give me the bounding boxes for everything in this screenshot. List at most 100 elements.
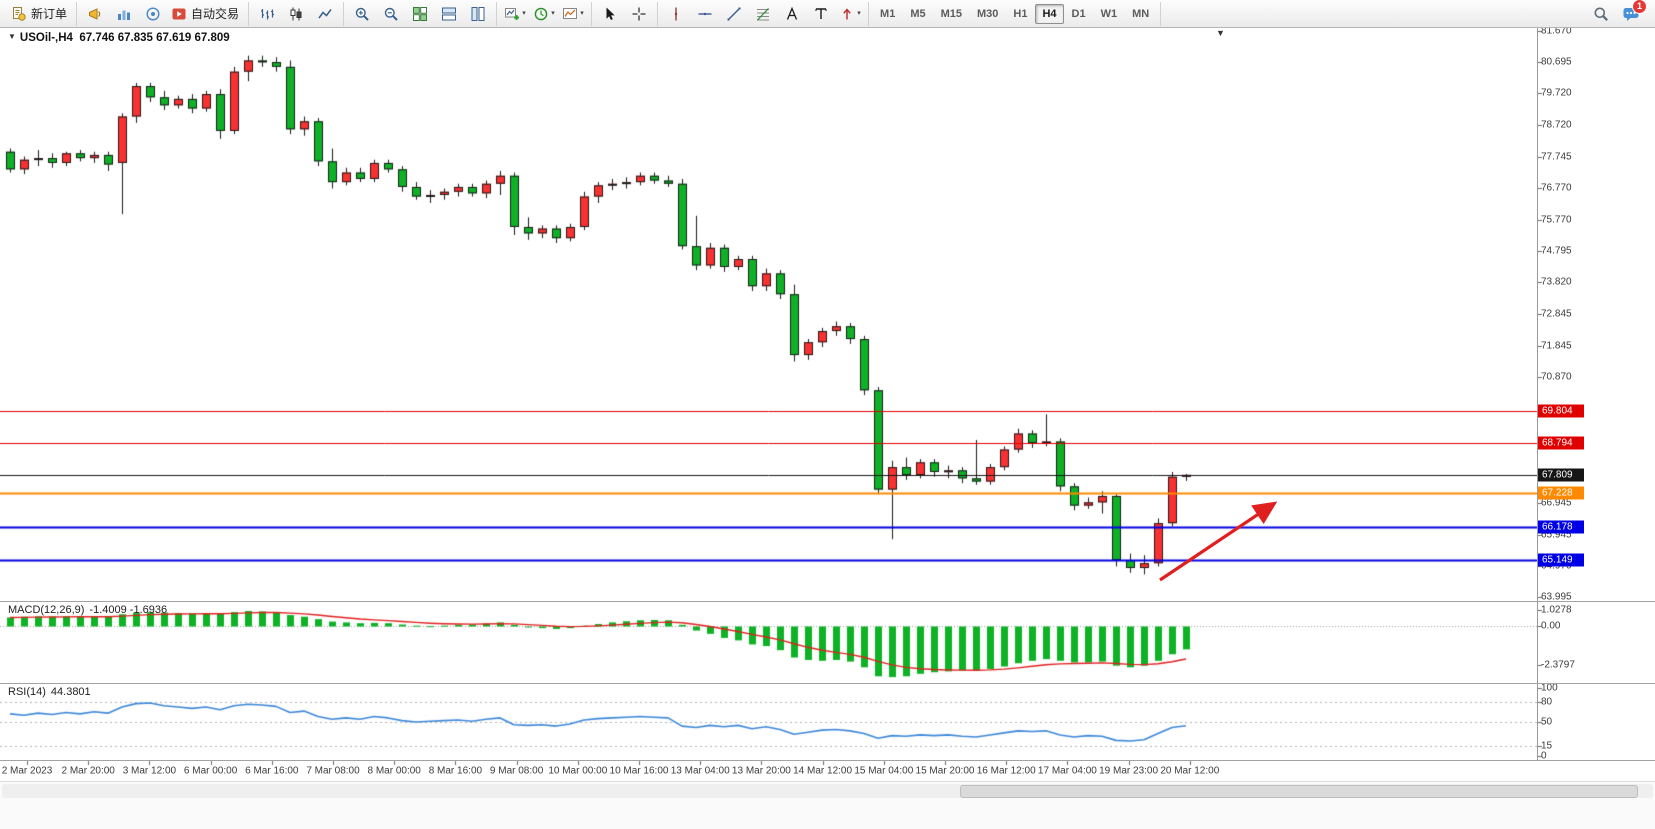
horizontal-scrollbar[interactable] <box>2 784 1653 798</box>
timeframe-w1[interactable]: W1 <box>1100 7 1118 20</box>
new-order-button-label: 新订单 <box>31 7 68 21</box>
fibonacci-button[interactable] <box>749 2 777 26</box>
tile-vertical-icon <box>470 6 486 22</box>
chart-ohlc-values: 67.746 67.835 67.619 67.809 <box>79 32 230 44</box>
text-button[interactable] <box>778 2 806 26</box>
time-axis-label: 2 Mar 2023 <box>1 765 53 777</box>
candlestick-chart-button[interactable] <box>282 2 310 26</box>
signals-icon <box>145 6 161 22</box>
tile-windows-button[interactable] <box>406 2 434 26</box>
macd-panel-separator[interactable] <box>0 601 1655 602</box>
timeframe-mn[interactable]: MN <box>1132 7 1150 20</box>
price-axis-label: 66.945 <box>1541 497 1572 509</box>
price-tag: 67.228 <box>1538 486 1584 500</box>
crosshair-button[interactable] <box>625 2 653 26</box>
toolbar-group: ▾ <box>658 1 870 26</box>
line-chart-button[interactable] <box>311 2 339 26</box>
price-axis-label: 80.695 <box>1541 56 1572 68</box>
time-axis-label: 6 Mar 00:00 <box>183 765 238 777</box>
text-icon <box>784 6 800 22</box>
macd-name: MACD(12,26,9) <box>8 604 85 616</box>
price-axis-label: 79.720 <box>1541 87 1572 99</box>
zoom-in-icon <box>354 6 370 22</box>
tile-windows-icon <box>412 6 428 22</box>
alerts-button[interactable] <box>81 2 109 26</box>
new-order-icon <box>11 6 27 22</box>
signals-button[interactable] <box>139 2 167 26</box>
rsi-scale-label: 50 <box>1541 716 1553 728</box>
time-axis-label: 20 Mar 12:00 <box>1160 765 1220 777</box>
timeframe-h1[interactable]: H1 <box>1013 7 1028 20</box>
notifications-button[interactable]: 1 <box>1619 0 1647 26</box>
timeframe-m15[interactable]: M15 <box>940 7 962 20</box>
time-axis-label: 8 Mar 00:00 <box>367 765 421 777</box>
chart-template-button[interactable]: ▾ <box>559 2 587 26</box>
text-label-button[interactable] <box>807 2 835 26</box>
timeframe-m30[interactable]: M30 <box>977 7 999 20</box>
price-axis-label: 78.720 <box>1541 119 1572 131</box>
time-axis-label: 17 Mar 04:00 <box>1037 765 1097 777</box>
zoom-out-button[interactable] <box>377 2 405 26</box>
clock-icon <box>533 6 549 22</box>
market-watch-button[interactable] <box>110 2 138 26</box>
time-axis-label: 9 Mar 08:00 <box>489 765 544 777</box>
new-chart-button[interactable]: ▾ <box>501 2 529 26</box>
tile-horizontal-button[interactable] <box>435 2 463 26</box>
time-axis-label: 8 Mar 16:00 <box>428 765 483 777</box>
price-axis-label: 63.995 <box>1541 591 1572 603</box>
template-icon <box>562 6 578 22</box>
rsi-label: RSI(14) 44.3801 <box>8 686 91 698</box>
zoom-in-button[interactable] <box>348 2 376 26</box>
rsi-name: RSI(14) <box>8 686 46 698</box>
vertical-line-button[interactable] <box>662 2 690 26</box>
price-tag: 66.178 <box>1538 520 1584 534</box>
status-bar <box>0 781 1655 829</box>
price-axis-label: 73.820 <box>1541 276 1572 288</box>
search-button[interactable] <box>1589 2 1613 26</box>
new-order-button[interactable]: 新订单 <box>8 2 72 26</box>
rsi-panel-separator[interactable] <box>0 683 1655 684</box>
price-tag: 68.794 <box>1538 436 1584 450</box>
time-axis-label: 13 Mar 20:00 <box>731 765 791 777</box>
toolbar-group: ▾ ▾ ▾ <box>497 1 593 26</box>
hline-icon <box>697 6 713 22</box>
time-axis-label: 14 Mar 12:00 <box>793 765 853 777</box>
candle-chart-icon <box>288 6 304 22</box>
price-axis-label: 72.845 <box>1541 308 1572 320</box>
trendline-button[interactable] <box>720 2 748 26</box>
trendline-icon <box>726 6 742 22</box>
time-axis-label: 19 Mar 23:00 <box>1099 765 1159 777</box>
macd-scale-label: -2.3797 <box>1541 659 1575 671</box>
toolbar-group <box>344 1 498 26</box>
toolbar-group: 新订单 <box>4 1 78 26</box>
symbol-dropdown-icon[interactable]: ▼ <box>8 32 16 41</box>
timeframe-m1[interactable]: M1 <box>880 7 896 20</box>
time-axis-label: 15 Mar 04:00 <box>854 765 914 777</box>
tile-horizontal-icon <box>441 6 457 22</box>
tile-vertical-button[interactable] <box>464 2 492 26</box>
time-axis-label: 16 Mar 12:00 <box>976 765 1036 777</box>
auto-trading-button[interactable]: 自动交易 <box>168 2 244 26</box>
timeframe-d1[interactable]: D1 <box>1071 7 1086 20</box>
market-watch-icon <box>116 6 132 22</box>
bar-chart-button[interactable] <box>253 2 281 26</box>
cursor-button[interactable] <box>596 2 624 26</box>
horizontal-line-button[interactable] <box>691 2 719 26</box>
rsi-scale-label: 100 <box>1541 682 1558 694</box>
scrollbar-thumb[interactable] <box>959 785 1639 798</box>
toolbar-group: 自动交易 <box>77 1 250 26</box>
time-axis-label: 10 Mar 00:00 <box>548 765 608 777</box>
price-axis-label: 70.870 <box>1541 371 1572 383</box>
timeframe-h4[interactable]: H4 <box>1035 3 1064 24</box>
arrows-button[interactable]: ▾ <box>836 2 864 26</box>
macd-scale-label: 0.00 <box>1541 620 1561 632</box>
trend-arrow[interactable] <box>1148 492 1288 592</box>
chart-shift-marker-icon[interactable]: ▼ <box>1216 28 1225 38</box>
time-axis-separator <box>0 760 1655 761</box>
timeframe-m5[interactable]: M5 <box>910 7 926 20</box>
chart-periods-button[interactable]: ▾ <box>530 2 558 26</box>
new-chart-icon <box>504 6 520 22</box>
auto-trading-button-label: 自动交易 <box>191 7 240 21</box>
